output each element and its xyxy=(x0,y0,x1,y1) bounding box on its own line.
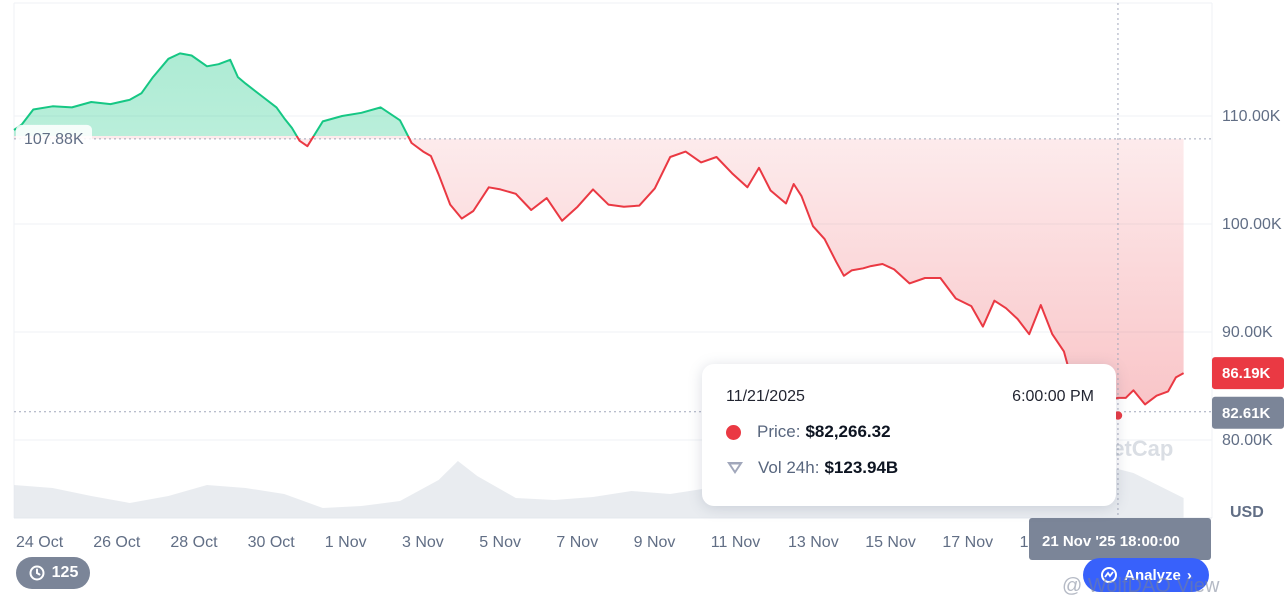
tooltip-volume-label: Vol 24h: xyxy=(758,458,820,477)
x-tick-label: 5 Nov xyxy=(479,534,521,551)
watermark-text: @ WolfDAO View xyxy=(1062,575,1220,597)
x-tick-label: 15 Nov xyxy=(865,534,916,551)
analyze-button[interactable]: Analyze › xyxy=(1083,558,1209,592)
tooltip-volume-value: $123.94B xyxy=(824,458,899,477)
x-tick-label: 9 Nov xyxy=(634,534,676,551)
x-tick-label: 28 Oct xyxy=(170,534,218,551)
price-area-fill xyxy=(14,53,1184,416)
baseline-tag-bg xyxy=(16,124,92,151)
y-tick-label: 90.00K xyxy=(1222,324,1273,341)
x-tick-label: 7 Nov xyxy=(556,534,598,551)
x-tick-label: 3 Nov xyxy=(402,534,444,551)
tooltip-price-row: Price: $82,266.32 xyxy=(726,422,1094,442)
hover-price-tag xyxy=(1212,396,1284,429)
y-tick-label: 110.00K xyxy=(1222,108,1281,125)
x-tick-label: 26 Oct xyxy=(93,534,141,551)
history-icon xyxy=(29,565,45,581)
tooltip-price-value: $82,266.32 xyxy=(805,422,891,441)
baseline-tag-label: 107.88K xyxy=(24,131,84,148)
hover-price-tag-label: 82.61K xyxy=(1222,405,1271,422)
tooltip-date: 11/21/2025 xyxy=(726,388,805,405)
hover-time-tag xyxy=(1029,518,1211,560)
analyze-label: Analyze xyxy=(1124,566,1181,584)
y-tick-label: 100.00K xyxy=(1222,216,1282,233)
tooltip-price-label: Price: xyxy=(757,422,801,441)
current-price-tag xyxy=(1212,357,1284,390)
currency-label: USD xyxy=(1230,504,1264,521)
tooltip-time: 6:00:00 PM xyxy=(1012,388,1094,405)
reference-lines xyxy=(14,3,1212,518)
chevron-right-icon: › xyxy=(1186,566,1192,584)
tooltip-volume-row: Vol 24h: $123.94B xyxy=(726,458,1094,478)
x-tick-label: 24 Oct xyxy=(16,534,64,551)
hover-tooltip: 11/21/2025 6:00:00 PM Price: $82,266.32 … xyxy=(702,364,1116,506)
x-tick-label: 11 Nov xyxy=(711,534,761,551)
x-tick-label: 13 Nov xyxy=(788,534,839,551)
x-tick-label: 30 Oct xyxy=(248,534,296,551)
hover-time-tag-label: 21 Nov '25 18:00:00 xyxy=(1042,533,1180,550)
price-dot-icon xyxy=(726,424,741,440)
analyze-icon xyxy=(1101,567,1118,583)
history-count: 125 xyxy=(51,564,79,581)
price-line-down xyxy=(295,136,1185,417)
x-tick-label: 1 Nov xyxy=(325,534,367,551)
price-line-up xyxy=(13,52,410,136)
y-tick-label: 80.00K xyxy=(1222,432,1273,449)
price-area-above-baseline xyxy=(14,53,409,136)
current-price-tag-label: 86.19K xyxy=(1222,365,1271,382)
price-area-below-baseline xyxy=(14,136,1184,416)
volume-shield-icon xyxy=(727,462,743,474)
x-tick-label: 17 Nov xyxy=(942,534,993,551)
price-tags: 107.88K 86.19K 82.61K 21 Nov '25 18:00:00 xyxy=(16,124,1284,560)
history-button[interactable]: 125 xyxy=(16,557,90,589)
